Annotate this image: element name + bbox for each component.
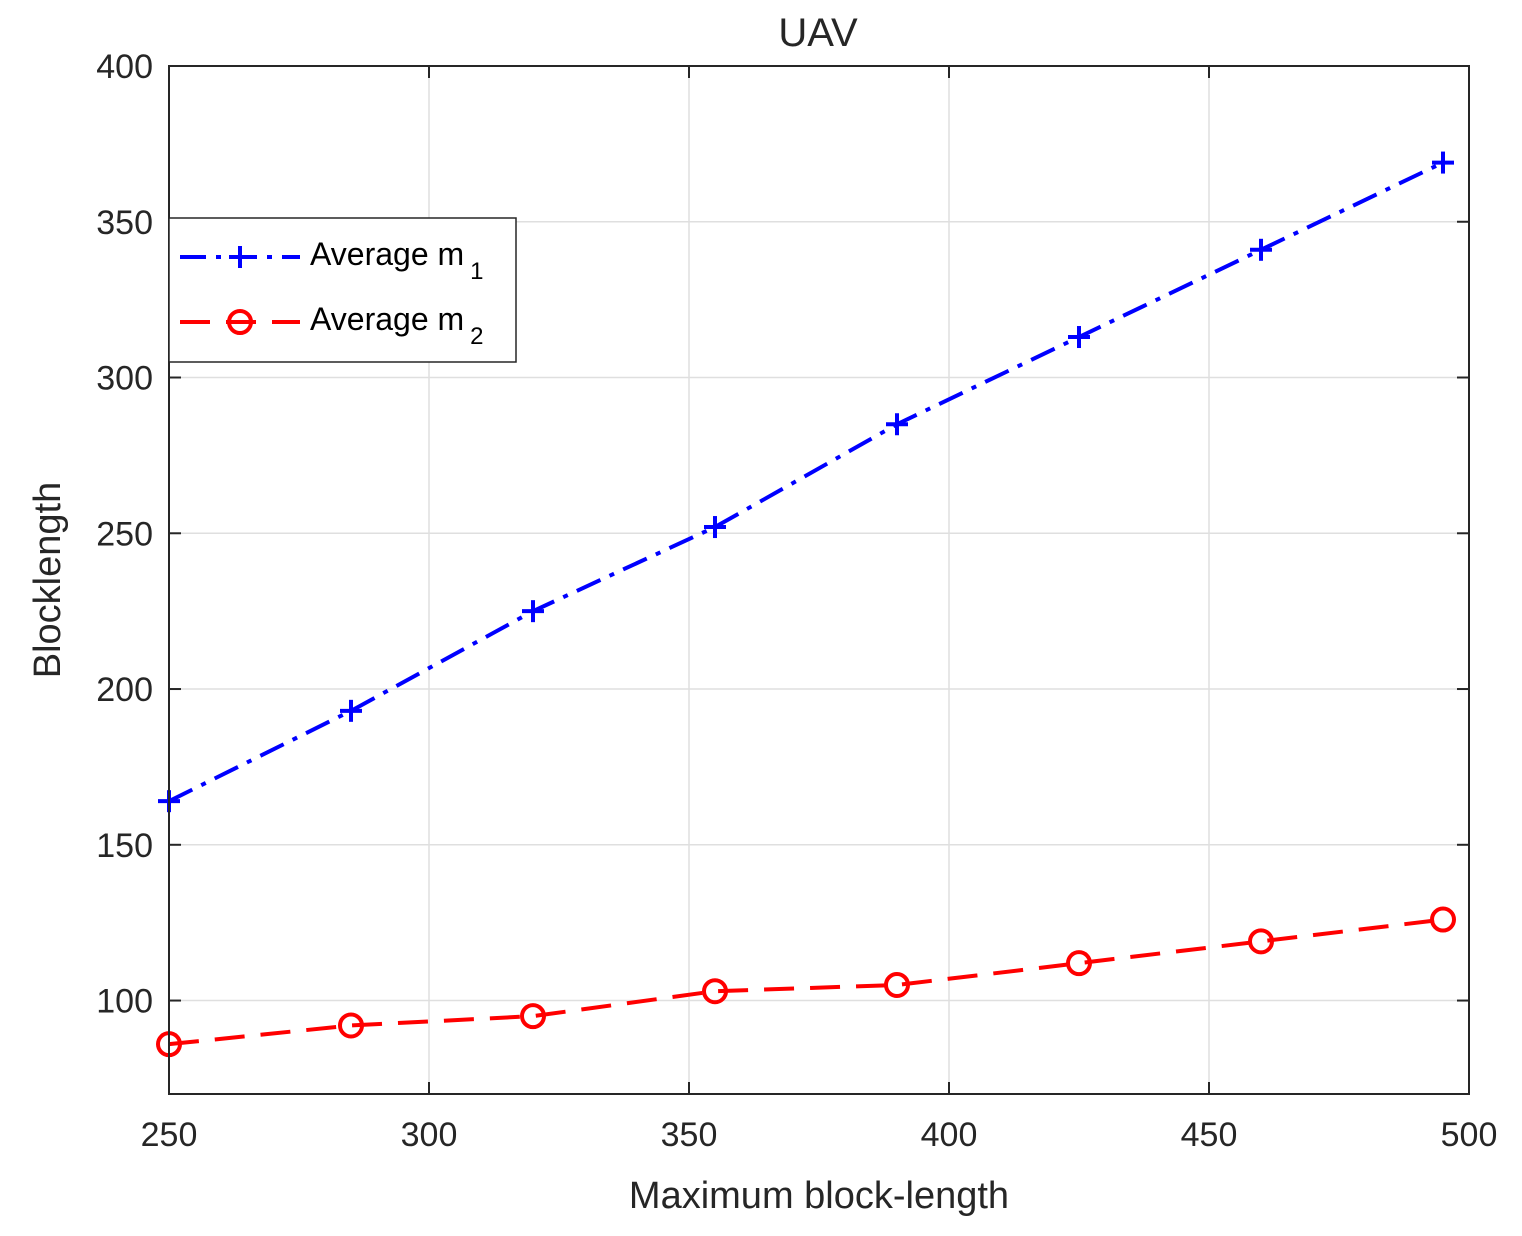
series-line-1 (168, 160, 1444, 803)
legend-box (168, 217, 517, 363)
series-2-point-285 (338, 1012, 364, 1039)
y-axis-title: Blocklength (27, 482, 69, 678)
y-tick-label-250: 250 (96, 515, 153, 553)
x-tick-label-350: 350 (661, 1116, 718, 1154)
plot-frame (168, 65, 1470, 1095)
x-tick-label-400: 400 (921, 1116, 978, 1154)
series-1-point-285 (340, 699, 362, 722)
series-2-point-495 (1430, 906, 1456, 933)
series-2-point-460 (1248, 928, 1274, 955)
x-tick-label-300: 300 (401, 1116, 458, 1154)
series-2-point-355 (702, 978, 728, 1005)
legend-label-1-sub: 1 (470, 258, 483, 285)
legend-line-1 (180, 246, 300, 268)
series-1-point-320 (522, 600, 544, 623)
series-1-point-460 (1250, 238, 1272, 261)
series-line-2 (168, 917, 1444, 1047)
y-tick-label-350: 350 (96, 204, 153, 242)
series-1-point-495 (1432, 151, 1454, 174)
axis-ticks (168, 65, 1470, 1094)
series-1-point-355 (704, 516, 726, 539)
chart-title: UAV (778, 11, 858, 55)
legend-label-2-text: Average m (310, 301, 464, 337)
legend-marker-2 (227, 309, 253, 335)
series-2-point-320 (520, 1003, 546, 1030)
x-tick-label-450: 450 (1181, 1116, 1238, 1154)
legend-marker-1 (229, 246, 251, 268)
x-axis-title: Maximum block-length (629, 1175, 1009, 1217)
series-1-point-425 (1068, 326, 1090, 349)
y-tick-label-300: 300 (96, 360, 153, 398)
x-tick-label-500: 500 (1441, 1116, 1498, 1154)
series-2-point-390 (884, 971, 910, 998)
x-tick-label-250: 250 (141, 1116, 198, 1154)
series-2-point-425 (1066, 950, 1092, 977)
y-tick-label-200: 200 (96, 671, 153, 709)
legend-label-2-sub: 2 (470, 323, 483, 350)
y-tick-label-100: 100 (96, 983, 153, 1021)
legend-line-2 (180, 309, 300, 335)
y-tick-label-400: 400 (96, 48, 153, 86)
series-layer (156, 151, 1456, 1058)
legend-label-1-text: Average m (310, 236, 464, 272)
y-tick-label-150: 150 (96, 827, 153, 865)
series-1-point-390 (886, 413, 908, 436)
